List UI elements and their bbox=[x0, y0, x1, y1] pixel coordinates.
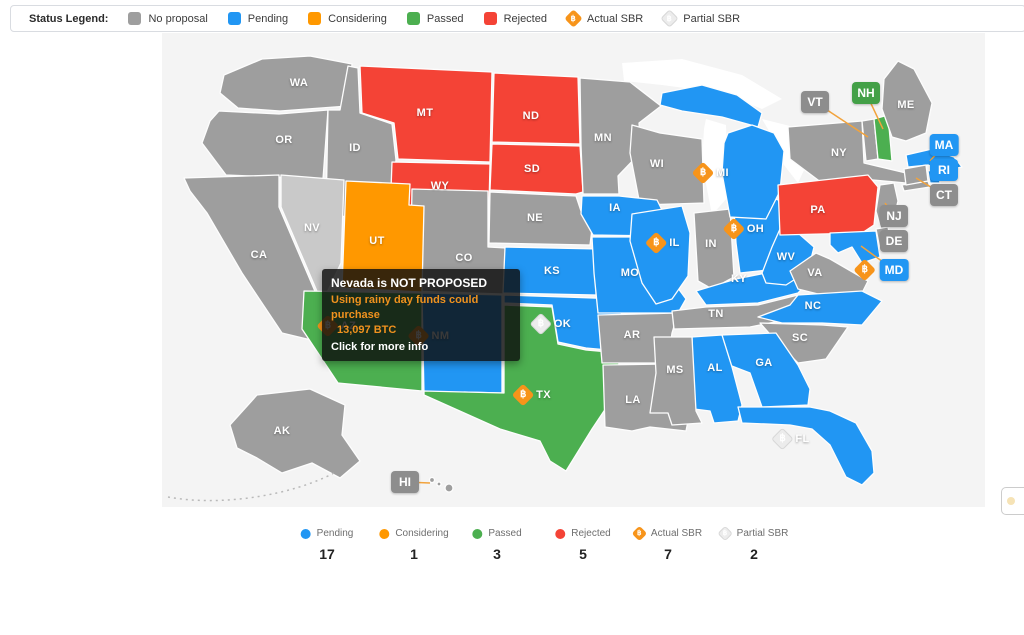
legend-item-passed: Passed bbox=[406, 12, 464, 25]
legend-label: Passed bbox=[426, 12, 464, 25]
state-shape-SD[interactable] bbox=[489, 143, 584, 195]
state-shape-MS[interactable] bbox=[649, 336, 703, 426]
summary-label: Passed bbox=[488, 528, 522, 539]
state-shape-MT[interactable] bbox=[359, 65, 493, 163]
legend-swatch bbox=[308, 12, 322, 25]
state-shape-HI-1[interactable] bbox=[428, 476, 436, 484]
state-shape-MN[interactable] bbox=[579, 77, 662, 195]
summary-count: 3 bbox=[493, 546, 501, 562]
state-shape-AL[interactable] bbox=[691, 334, 743, 424]
summary-counts: Pending 17 Considering 1 Passed 3 Rejected 5 ฿ Ac… bbox=[0, 525, 1024, 573]
legend-item-considering: Considering bbox=[308, 12, 387, 25]
state-shape-ND[interactable] bbox=[491, 72, 581, 145]
state-shape-VA[interactable] bbox=[789, 252, 869, 296]
state-shape-WI[interactable] bbox=[629, 124, 705, 206]
state-shape-AK[interactable] bbox=[229, 388, 361, 479]
tooltip-btc-amount: 13,097 BTC bbox=[337, 323, 397, 336]
summary-label: Partial SBR bbox=[736, 528, 789, 539]
state-shape-ME[interactable] bbox=[881, 60, 933, 142]
status-legend-items: No proposal Pending Considering Passed Rejec… bbox=[128, 9, 741, 28]
partial-sbr-icon-legend-6: ฿ bbox=[660, 9, 679, 28]
status-legend-bar: Status Legend: No proposal Pending Conside… bbox=[10, 5, 1024, 32]
legend-item-partial-sbr: ฿ Partial SBR bbox=[660, 9, 741, 28]
tooltip-title: Nevada is NOT PROPOSED bbox=[331, 276, 488, 290]
state-shape-HI-2[interactable] bbox=[436, 481, 442, 487]
state-shape-IL[interactable] bbox=[629, 205, 691, 305]
summary-item-considering: Considering 1 bbox=[379, 528, 449, 562]
summary-count: 17 bbox=[319, 546, 335, 562]
tooltip-purchase-text: Using rainy day funds could purchase bbox=[331, 294, 479, 321]
bitcoin-icon-summary: ฿ bbox=[631, 525, 648, 542]
us-map-panel: WAORIDMTWYNDSDMNWINECONVUTCA฿AZ฿NMKS฿OK฿… bbox=[162, 33, 985, 507]
summary-dot bbox=[379, 528, 390, 539]
legend-label: Actual SBR bbox=[586, 12, 644, 25]
summary-dot bbox=[300, 528, 311, 539]
legend-item-pending: Pending bbox=[227, 12, 289, 25]
lake-michigan bbox=[702, 119, 728, 215]
state-shape-HI-3[interactable] bbox=[444, 483, 454, 493]
us-map-svg bbox=[167, 55, 963, 502]
legend-label: Considering bbox=[328, 12, 387, 25]
partial-sbr-icon-summary: ฿ bbox=[717, 525, 733, 542]
summary-dot bbox=[555, 528, 566, 539]
summary-label: Pending bbox=[316, 528, 354, 539]
edge-widget[interactable] bbox=[1001, 487, 1024, 515]
state-shape-RI[interactable] bbox=[927, 168, 941, 184]
connector-line-HI bbox=[404, 481, 431, 484]
legend-swatch bbox=[227, 12, 241, 25]
tooltip: Nevada is NOT PROPOSED Using rainy day f… bbox=[322, 269, 520, 361]
state-shape-OR[interactable] bbox=[201, 109, 329, 180]
legend-label: Rejected bbox=[503, 12, 547, 25]
summary-item-rejected: Rejected 5 bbox=[555, 528, 611, 562]
summary-label: Actual SBR bbox=[650, 528, 703, 539]
aleutian-islands bbox=[167, 472, 335, 502]
state-shape-GA[interactable] bbox=[721, 332, 811, 408]
state-shape-WA[interactable] bbox=[219, 55, 353, 112]
state-shape-MD[interactable] bbox=[829, 230, 881, 264]
state-shape-MI[interactable] bbox=[721, 124, 785, 220]
summary-count: 2 bbox=[750, 546, 758, 562]
state-shape-NH[interactable] bbox=[873, 114, 893, 162]
summary-item-partial-sbr: ฿ Partial SBR 2 bbox=[717, 525, 789, 562]
legend-item-actual-sbr: ฿ Actual SBR bbox=[564, 9, 644, 28]
summary-label: Considering bbox=[395, 528, 449, 539]
summary-count: 7 bbox=[664, 546, 672, 562]
summary-count: 5 bbox=[579, 546, 587, 562]
summary-dot bbox=[472, 528, 483, 539]
tooltip-more-info[interactable]: Click for more info bbox=[331, 340, 429, 353]
state-shape-NE[interactable] bbox=[488, 191, 593, 246]
legend-label: Pending bbox=[247, 12, 289, 25]
summary-label: Rejected bbox=[571, 528, 611, 539]
summary-item-pending: Pending 17 bbox=[300, 528, 354, 562]
summary-count: 1 bbox=[410, 546, 418, 562]
legend-swatch bbox=[128, 12, 142, 25]
legend-swatch bbox=[406, 12, 420, 25]
edge-widget-dot bbox=[1007, 497, 1015, 505]
state-shape-NJ[interactable] bbox=[875, 182, 899, 234]
state-shape-CT[interactable] bbox=[903, 164, 929, 186]
status-legend-title: Status Legend: bbox=[29, 12, 109, 25]
state-shape-PA[interactable] bbox=[777, 174, 879, 236]
lake-superior bbox=[622, 59, 782, 109]
legend-label: Partial SBR bbox=[683, 12, 741, 25]
state-shape-FL[interactable] bbox=[737, 406, 875, 486]
legend-swatch bbox=[483, 12, 497, 25]
bitcoin-icon-legend-5: ฿ bbox=[564, 9, 583, 28]
legend-item-rejected: Rejected bbox=[483, 12, 547, 25]
summary-item-passed: Passed 3 bbox=[472, 528, 522, 562]
summary-item-actual-sbr: ฿ Actual SBR 7 bbox=[631, 525, 703, 562]
legend-item-no-proposal: No proposal bbox=[128, 12, 208, 25]
state-shape-NC[interactable] bbox=[757, 290, 883, 326]
legend-label: No proposal bbox=[148, 12, 208, 25]
state-shape-IN[interactable] bbox=[693, 208, 735, 290]
